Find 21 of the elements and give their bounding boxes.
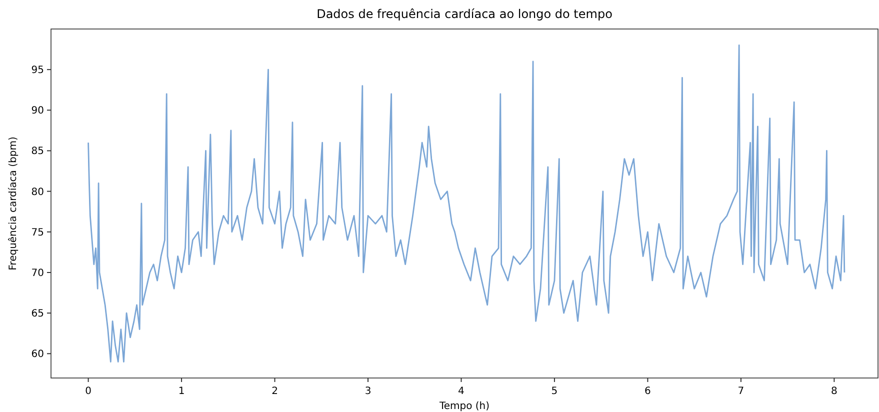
- chart-title: Dados de frequência cardíaca ao longo do tempo: [316, 7, 612, 21]
- y-tick-label: 85: [31, 146, 44, 158]
- x-tick-label: 6: [644, 386, 651, 397]
- x-axis-title: Tempo (h): [438, 401, 490, 412]
- y-tick-label: 70: [31, 268, 44, 279]
- y-tick-label: 95: [31, 65, 44, 76]
- y-tick-label: 60: [31, 349, 44, 360]
- x-tick-label: 1: [178, 386, 185, 397]
- x-tick-label: 7: [738, 386, 744, 397]
- x-tick-label: 5: [551, 386, 558, 397]
- x-tick-label: 2: [272, 386, 278, 397]
- y-tick-label: 75: [31, 227, 44, 238]
- x-tick-label: 8: [830, 386, 838, 397]
- y-tick-label: 90: [31, 106, 44, 117]
- y-tick-label: 65: [31, 308, 44, 320]
- x-tick-label: 3: [364, 386, 372, 397]
- x-tick-label: 4: [458, 386, 464, 397]
- y-axis-title: Frequência cardíaca (bpm): [8, 136, 19, 270]
- x-tick-label: 0: [85, 386, 92, 397]
- y-tick-label: 80: [31, 186, 44, 198]
- line-series: [88, 44, 846, 362]
